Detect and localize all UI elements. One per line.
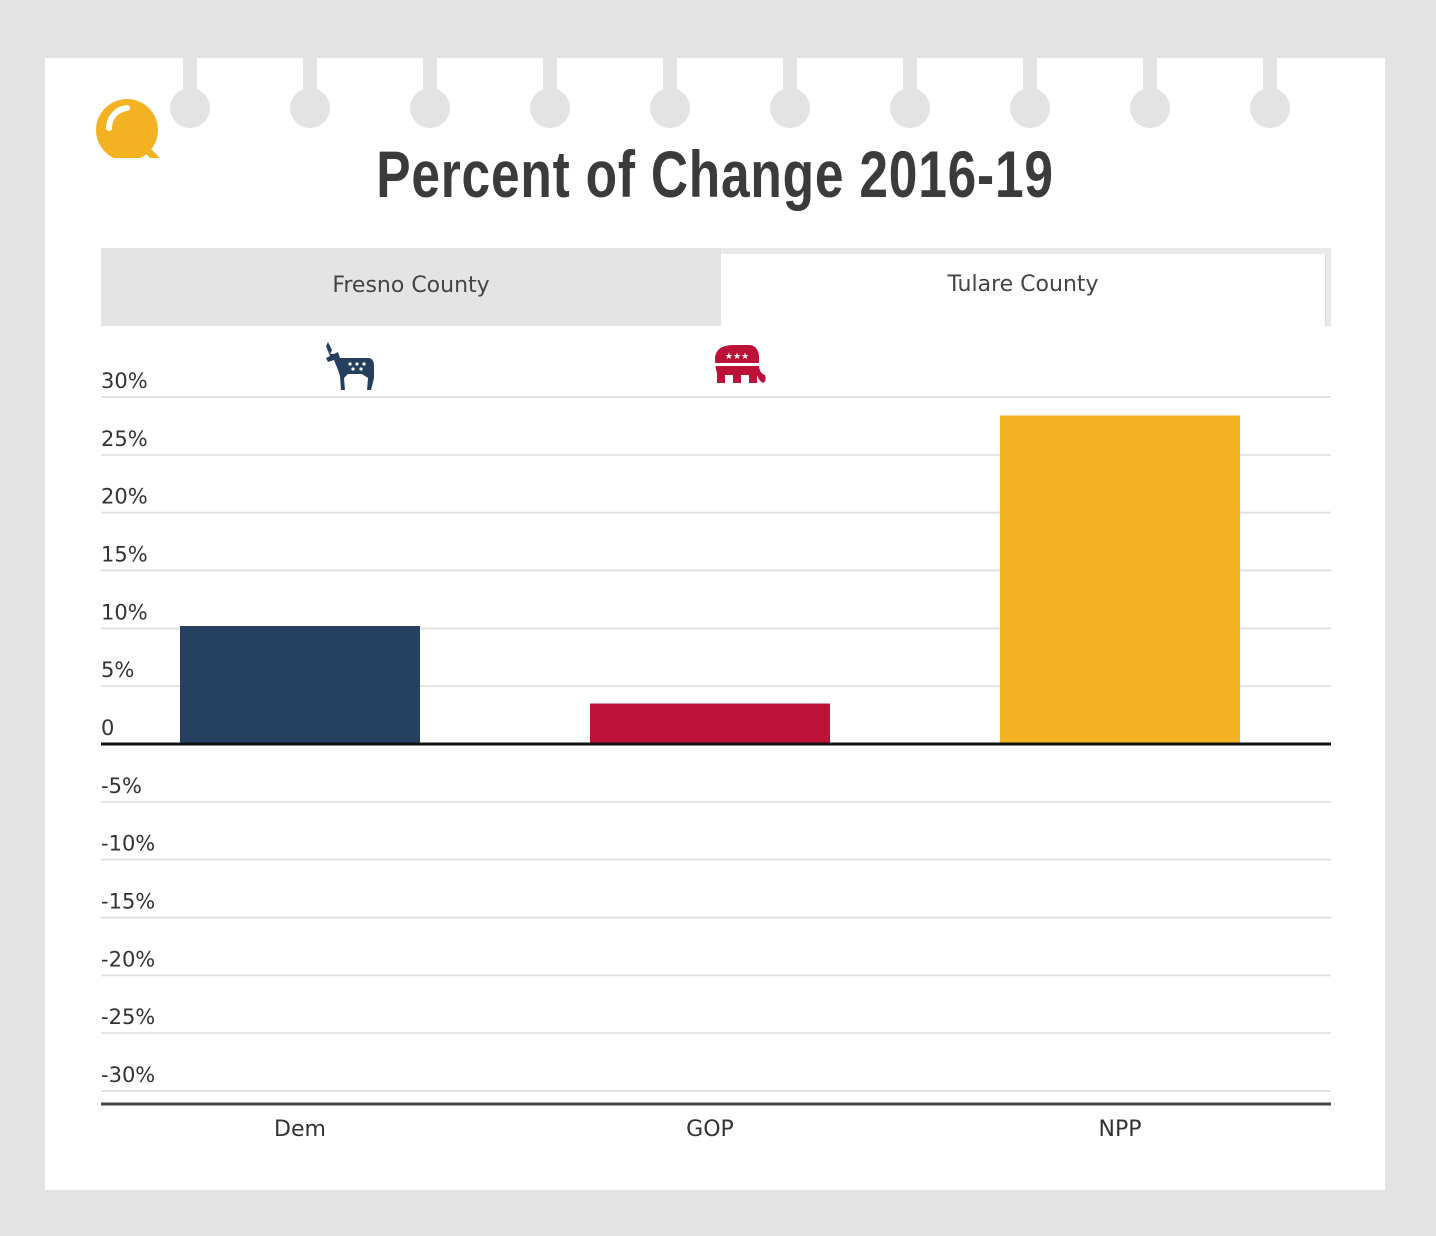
svg-text:★★★: ★★★ — [725, 352, 749, 362]
y-tick-label: -25% — [101, 1005, 155, 1029]
x-category-label: GOP — [686, 1117, 734, 1142]
x-category-label: NPP — [1099, 1117, 1142, 1142]
bar-dem — [180, 626, 420, 744]
x-category-label: Dem — [274, 1117, 326, 1142]
x-axis-category-labels: Dem GOP NPP — [274, 1117, 1141, 1142]
y-tick-label: 10% — [101, 600, 148, 624]
y-tick-label: 5% — [101, 658, 134, 682]
y-tick-label: -20% — [101, 947, 155, 971]
y-tick-label: -30% — [101, 1063, 155, 1087]
chart-title: Percent of Change 2016-19 — [376, 137, 1054, 211]
bar-npp — [1000, 415, 1240, 744]
bars — [180, 415, 1240, 744]
y-tick-label: 15% — [101, 543, 148, 567]
democrat-donkey-icon — [326, 342, 374, 390]
republican-elephant-icon: ★★★ — [715, 345, 766, 383]
tab-tulare-county[interactable]: Tulare County — [721, 254, 1325, 326]
y-tick-label: -10% — [101, 832, 155, 856]
y-tick-label: 20% — [101, 485, 148, 509]
bar-gop — [590, 703, 830, 744]
magnifying-glass-icon — [96, 99, 160, 158]
y-tick-label: 0 — [101, 716, 114, 740]
y-tick-label: 25% — [101, 427, 148, 451]
y-tick-label: -5% — [101, 774, 142, 798]
y-tick-label: 30% — [101, 369, 148, 393]
y-axis-tick-labels: 30% 25% 20% 15% 10% 5% 0 -5% -10% -15% -20% -25% -30… — [101, 369, 155, 1087]
y-tick-label: -15% — [101, 890, 155, 914]
tab-fresno-county[interactable]: Fresno County — [101, 248, 721, 326]
county-tabs: Fresno County Tulare County — [101, 248, 1331, 326]
